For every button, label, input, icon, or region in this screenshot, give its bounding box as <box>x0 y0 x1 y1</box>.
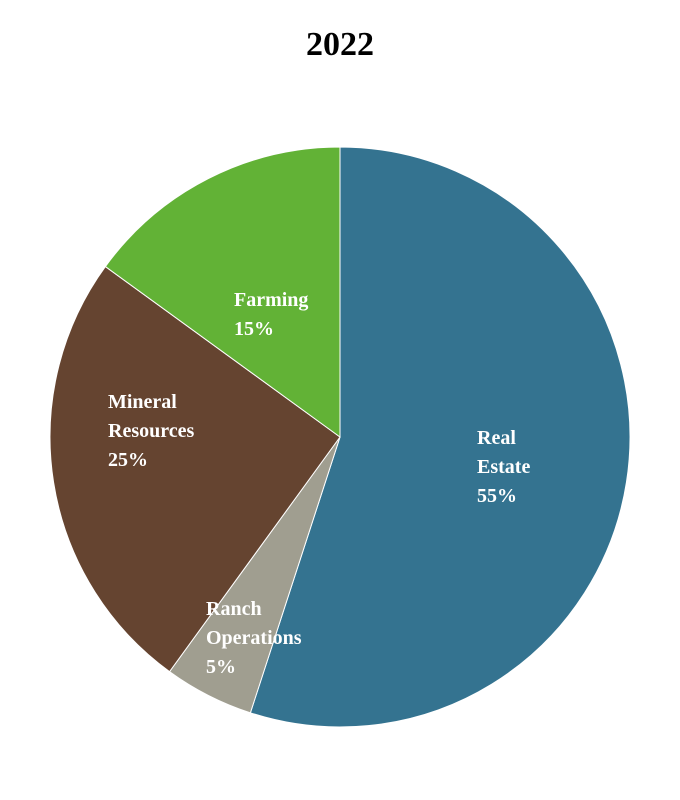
slice-category-label: Ranch <box>206 598 262 620</box>
slice-category-label: Real <box>477 427 516 449</box>
chart-title: 2022 <box>306 26 374 63</box>
slice-category-label: Estate <box>477 456 530 478</box>
pie-slices <box>49 146 631 728</box>
pie-slice-mineral-resources <box>49 265 341 673</box>
slice-value-label: 25% <box>108 449 148 471</box>
pie-slice-farming <box>104 146 341 438</box>
slice-category-label: Operations <box>206 627 302 649</box>
slice-label-ranch-operations: Ranch Operations 5% <box>206 598 302 678</box>
slice-category-label: Resources <box>108 420 194 442</box>
pie-labels: Real Estate 55% Ranch Operations 5% Mineral Res… <box>108 289 530 678</box>
slice-value-label: 55% <box>477 485 517 507</box>
slice-value-label: 15% <box>234 318 274 340</box>
slice-label-farming: Farming 15% <box>234 289 308 340</box>
slice-category-label: Farming <box>234 289 308 311</box>
pie-slice-real-estate <box>249 146 631 728</box>
slice-label-real-estate: Real Estate 55% <box>477 427 530 507</box>
slice-category-label: Mineral <box>108 391 177 413</box>
slice-value-label: 5% <box>206 656 236 678</box>
slice-label-mineral-resources: Mineral Resources 25% <box>108 391 194 471</box>
